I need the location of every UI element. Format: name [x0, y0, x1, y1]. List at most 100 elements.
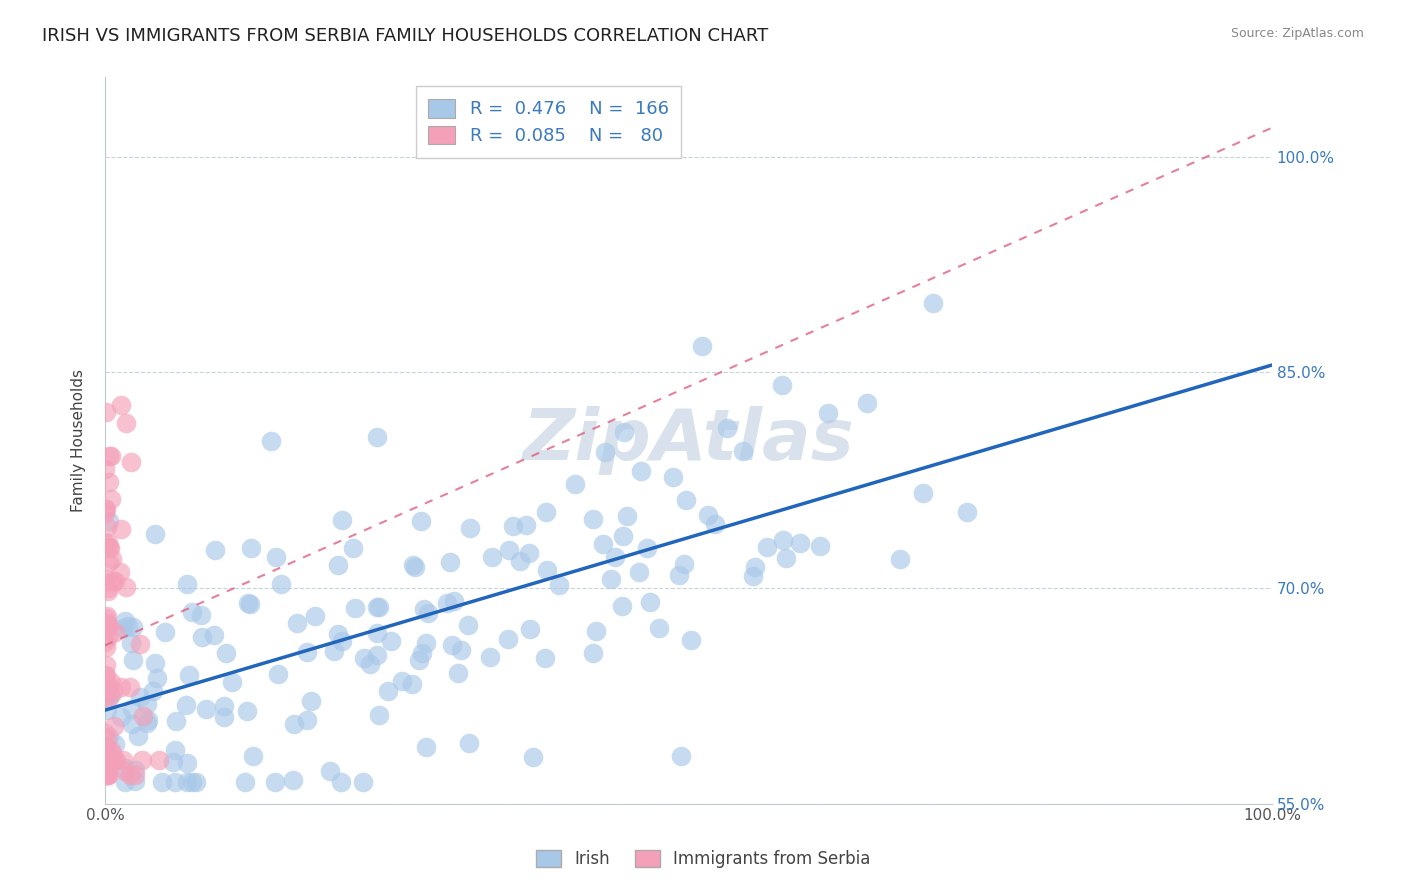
- Point: [214, 698, 236, 713]
- Point: [110, 398, 132, 412]
- Point: [94, 574, 117, 589]
- Point: [96, 608, 118, 623]
- Point: [186, 775, 208, 789]
- Point: [817, 406, 839, 420]
- Point: [281, 772, 304, 787]
- Point: [204, 628, 226, 642]
- Point: [118, 681, 141, 695]
- Point: [564, 476, 586, 491]
- Point: [94, 764, 117, 779]
- Point: [110, 681, 132, 695]
- Point: [96, 768, 118, 782]
- Point: [603, 550, 626, 565]
- Point: [163, 743, 186, 757]
- Point: [97, 730, 120, 744]
- Point: [380, 633, 402, 648]
- Point: [124, 764, 146, 778]
- Point: [772, 533, 794, 547]
- Point: [110, 710, 132, 724]
- Point: [98, 541, 121, 555]
- Point: [121, 653, 143, 667]
- Point: [221, 675, 243, 690]
- Point: [97, 620, 120, 634]
- Point: [96, 685, 118, 699]
- Point: [100, 747, 122, 762]
- Point: [648, 621, 671, 635]
- Point: [135, 716, 157, 731]
- Point: [267, 666, 290, 681]
- Point: [94, 739, 117, 753]
- Point: [668, 568, 690, 582]
- Point: [322, 643, 344, 657]
- Point: [100, 743, 122, 757]
- Point: [627, 565, 650, 579]
- Point: [101, 574, 124, 588]
- Point: [458, 735, 481, 749]
- Point: [295, 713, 318, 727]
- Point: [122, 620, 145, 634]
- Point: [326, 626, 349, 640]
- Point: [98, 756, 121, 770]
- Point: [94, 669, 117, 683]
- Point: [108, 565, 131, 579]
- Text: ZipAtlas: ZipAtlas: [523, 406, 855, 475]
- Point: [94, 502, 117, 516]
- Point: [270, 577, 292, 591]
- Point: [330, 633, 353, 648]
- Point: [775, 551, 797, 566]
- Point: [181, 605, 204, 619]
- Point: [671, 749, 693, 764]
- Point: [96, 615, 118, 630]
- Point: [143, 526, 166, 541]
- Point: [131, 754, 153, 768]
- Point: [94, 754, 117, 768]
- Point: [675, 492, 697, 507]
- Legend: Irish, Immigrants from Serbia: Irish, Immigrants from Serbia: [529, 843, 877, 875]
- Point: [128, 637, 150, 651]
- Point: [94, 404, 117, 418]
- Point: [690, 339, 713, 353]
- Point: [94, 768, 117, 782]
- Point: [145, 657, 167, 671]
- Point: [498, 542, 520, 557]
- Point: [342, 541, 364, 555]
- Point: [582, 646, 605, 660]
- Point: [330, 513, 353, 527]
- Point: [94, 506, 117, 520]
- Point: [94, 768, 117, 782]
- Point: [114, 761, 136, 775]
- Point: [124, 773, 146, 788]
- Point: [215, 646, 238, 660]
- Point: [610, 599, 633, 614]
- Point: [368, 599, 391, 614]
- Point: [436, 596, 458, 610]
- Point: [285, 615, 308, 630]
- Point: [138, 714, 160, 728]
- Point: [264, 549, 287, 564]
- Point: [94, 462, 117, 476]
- Point: [600, 573, 623, 587]
- Point: [94, 754, 117, 768]
- Point: [103, 754, 125, 768]
- Point: [97, 540, 120, 554]
- Point: [176, 775, 198, 789]
- Point: [457, 618, 479, 632]
- Point: [94, 725, 117, 739]
- Point: [114, 764, 136, 778]
- Point: [101, 552, 124, 566]
- Point: [233, 775, 256, 789]
- Point: [409, 515, 432, 529]
- Point: [112, 754, 135, 768]
- Point: [96, 703, 118, 717]
- Point: [96, 502, 118, 516]
- Point: [100, 675, 122, 690]
- Point: [94, 677, 117, 691]
- Point: [366, 430, 388, 444]
- Point: [204, 542, 226, 557]
- Legend: R =  0.476    N =  166, R =  0.085    N =   80: R = 0.476 N = 166, R = 0.085 N = 80: [416, 87, 682, 158]
- Point: [889, 552, 911, 566]
- Point: [401, 677, 423, 691]
- Point: [616, 508, 638, 523]
- Point: [681, 633, 703, 648]
- Point: [191, 630, 214, 644]
